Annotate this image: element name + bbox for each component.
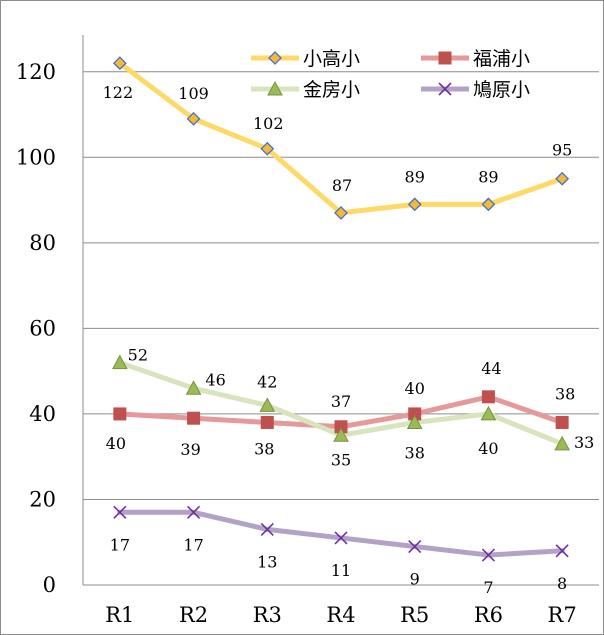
fukuura-point-marker	[187, 411, 201, 425]
kanabusa-point-marker	[406, 414, 423, 429]
hatohara-data-label: 7	[483, 578, 493, 597]
kodaka-data-label: 95	[552, 141, 572, 160]
hatohara-point-marker	[260, 522, 274, 536]
legend-label: 鳩原小	[473, 79, 530, 101]
y-tick-label: 20	[29, 487, 56, 511]
kodaka-point-marker	[260, 141, 275, 156]
hatohara-data-label: 17	[110, 535, 130, 554]
hatohara-data-label: 17	[183, 535, 203, 554]
legend-hatohara-marker-stroke	[438, 82, 452, 96]
legend-label: 福浦小	[473, 48, 530, 70]
legend-fukuura-marker	[438, 51, 452, 65]
hatohara-point-marker-stroke	[260, 522, 274, 536]
y-tick-label: 100	[16, 145, 56, 169]
legend-item-hatohara: 鳩原小	[421, 79, 530, 101]
fukuura-point-marker	[113, 407, 127, 421]
fukuura-data-label: 38	[555, 384, 575, 403]
hatohara-data-label: 8	[557, 574, 567, 593]
kodaka-point-marker	[186, 111, 201, 126]
kanabusa-data-label: 33	[574, 433, 594, 452]
hatohara-data-label: 13	[257, 552, 277, 571]
hatohara-point-marker-stroke	[187, 505, 201, 519]
kodaka-data-label: 102	[253, 114, 284, 133]
kanabusa-data-label: 38	[405, 443, 425, 462]
legend-hatohara-marker	[438, 82, 452, 96]
kanabusa-data-label: 40	[478, 439, 498, 458]
kanabusa-point-marker	[259, 397, 276, 412]
fukuura-data-label: 39	[180, 440, 200, 459]
legend-kodaka-marker	[268, 51, 282, 65]
hatohara-data-label: 11	[331, 561, 351, 580]
fukuura-data-label: 44	[481, 359, 501, 378]
legend-item-kanabusa: 金房小	[251, 79, 360, 101]
hatohara-point-marker	[187, 505, 201, 519]
kodaka-data-label: 89	[405, 167, 425, 186]
y-tick-label: 80	[29, 231, 56, 255]
kodaka-data-label: 87	[332, 176, 352, 195]
hatohara-point-marker-stroke	[334, 531, 348, 545]
kanabusa-point-marker	[554, 435, 570, 451]
hatohara-point-marker-stroke	[408, 539, 422, 554]
x-tick-label: R6	[474, 603, 503, 627]
hatohara-data-label: 9	[410, 570, 420, 589]
hatohara-point-marker	[555, 544, 569, 558]
kodaka-data-label: 122	[103, 83, 134, 102]
kodaka-data-label: 109	[178, 84, 209, 103]
y-tick-label: 120	[16, 60, 56, 84]
x-tick-label: R3	[253, 603, 282, 627]
fukuura-point-marker	[555, 415, 569, 429]
y-tick-label: 60	[29, 316, 56, 340]
fukuura-data-label: 40	[106, 434, 126, 453]
kanabusa-point-marker	[112, 354, 128, 370]
kodaka-point-marker	[334, 205, 348, 220]
kanabusa-point-marker	[480, 405, 497, 421]
x-tick-label: R7	[548, 603, 577, 627]
x-tick-label: R1	[105, 603, 134, 627]
hatohara-point-marker	[481, 548, 495, 562]
legend-item-fukuura: 福浦小	[421, 48, 530, 70]
y-tick-label: 40	[29, 402, 56, 426]
kanabusa-data-label: 35	[331, 450, 351, 469]
kanabusa-data-label: 42	[257, 372, 277, 391]
kanabusa-point-marker	[333, 427, 349, 442]
kanabusa-data-label: 46	[205, 370, 225, 389]
kanabusa-data-label: 52	[128, 346, 148, 365]
hatohara-point-marker-stroke	[481, 548, 495, 562]
legend-label: 小高小	[303, 48, 360, 70]
hatohara-point-marker-stroke	[555, 544, 569, 558]
hatohara-point-marker	[113, 505, 127, 519]
legend-label: 金房小	[303, 79, 360, 101]
legend-kanabusa-marker	[267, 80, 283, 96]
fukuura-point-marker	[481, 390, 495, 404]
fukuura-data-label: 37	[331, 392, 351, 411]
kodaka-point-marker	[555, 171, 570, 186]
kodaka-point-marker	[481, 197, 496, 212]
hatohara-point-marker	[334, 531, 348, 545]
kodaka-point-marker	[407, 197, 422, 212]
y-tick-label: 0	[43, 573, 56, 597]
legend-item-kodaka: 小高小	[251, 48, 360, 70]
fukuura-point-marker	[260, 415, 274, 429]
fukuura-data-label: 40	[405, 379, 425, 398]
kodaka-point-marker	[112, 56, 127, 71]
x-tick-label: R5	[400, 603, 429, 627]
x-tick-label: R4	[326, 603, 355, 627]
kanabusa-point-marker	[185, 380, 202, 395]
x-tick-label: R2	[179, 603, 208, 627]
kodaka-data-label: 89	[478, 167, 498, 186]
hatohara-point-marker-stroke	[113, 505, 127, 519]
hatohara-point-marker	[408, 539, 422, 554]
fukuura-data-label: 38	[254, 439, 274, 458]
